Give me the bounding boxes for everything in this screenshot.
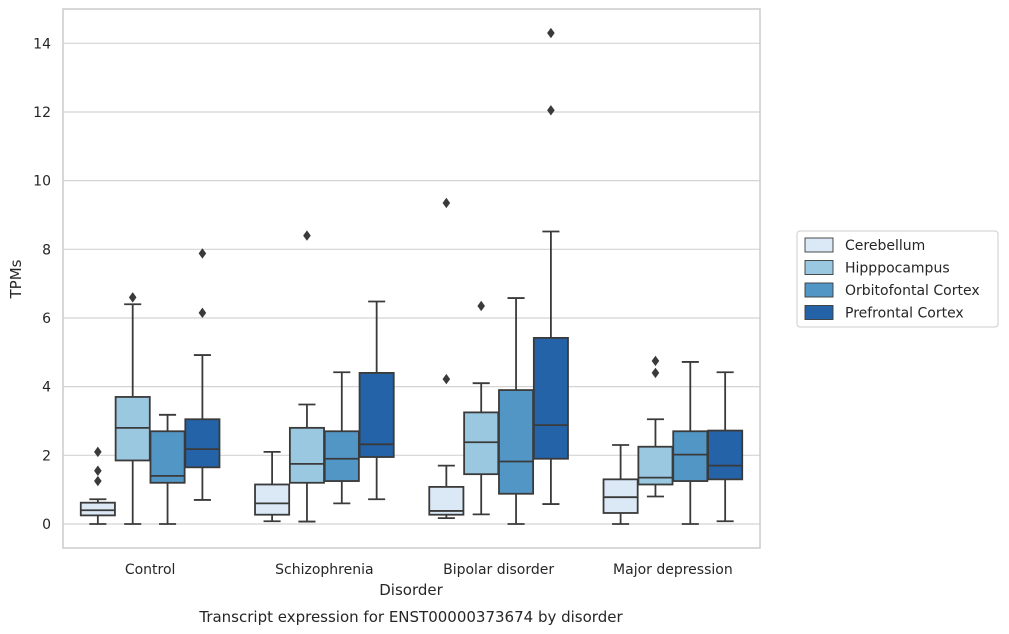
outlier-point bbox=[303, 230, 311, 241]
y-tick-label: 2 bbox=[42, 448, 51, 464]
box-iqr bbox=[149, 430, 186, 484]
legend-frame bbox=[796, 230, 999, 328]
box-orbitofontal-cortex bbox=[323, 371, 360, 505]
box-hipppocampus bbox=[114, 292, 151, 525]
legend-swatch bbox=[804, 260, 834, 275]
x-tick-label: Bipolar disorder bbox=[443, 562, 554, 578]
x-axis-title: Disorder bbox=[379, 581, 443, 599]
legend-swatch bbox=[804, 282, 834, 298]
x-tick-labels: Control Schizophrenia Bipolar disorder Majo… bbox=[125, 562, 733, 578]
box-iqr bbox=[463, 411, 500, 476]
y-tick-label: 14 bbox=[33, 36, 51, 52]
outlier-point bbox=[547, 105, 555, 116]
box-iqr bbox=[532, 336, 569, 460]
box-orbitofontal-cortex bbox=[498, 297, 535, 525]
box-cerebellum bbox=[602, 444, 639, 525]
outlier-point bbox=[94, 446, 102, 458]
box-groups bbox=[79, 27, 744, 525]
box-cerebellum bbox=[254, 450, 291, 523]
x-tick-label: Control bbox=[125, 562, 176, 578]
outlier-point bbox=[442, 373, 451, 385]
legend-label: Orbitofontal Cortex bbox=[845, 283, 980, 299]
box-iqr bbox=[498, 389, 535, 495]
outlier-point bbox=[651, 355, 660, 367]
x-tick-label: Major depression bbox=[613, 562, 733, 578]
y-tick-labels: 0 2 4 6 8 10 12 14 bbox=[33, 36, 51, 533]
box-orbitofontal-cortex bbox=[672, 361, 709, 525]
box-cerebellum bbox=[428, 197, 465, 520]
box-prefrontal-cortex bbox=[358, 300, 395, 501]
box-iqr bbox=[637, 445, 674, 486]
legend-label: Cerebellum bbox=[845, 238, 925, 254]
legend-swatch bbox=[804, 305, 834, 320]
box-iqr bbox=[707, 429, 744, 481]
outlier-point bbox=[198, 248, 207, 259]
box-iqr bbox=[323, 430, 360, 482]
outlier-point bbox=[547, 27, 555, 39]
outlier-point bbox=[442, 197, 451, 209]
box-orbitofontal-cortex bbox=[149, 413, 186, 525]
outlier-point bbox=[198, 307, 207, 319]
y-tick-label: 12 bbox=[33, 105, 51, 121]
y-tick-label: 6 bbox=[42, 311, 51, 327]
box-iqr bbox=[602, 478, 639, 514]
legend-label: Prefrontal Cortex bbox=[845, 306, 964, 322]
outlier-point bbox=[128, 292, 137, 303]
box-hipppocampus bbox=[637, 355, 674, 498]
y-axis-title: TPMs bbox=[7, 259, 25, 299]
box-prefrontal-cortex bbox=[707, 371, 744, 523]
legend: Cerebellum Hipppocampus Orbitofontal Corte… bbox=[796, 230, 999, 328]
box-iqr bbox=[358, 372, 395, 458]
box-iqr bbox=[79, 501, 116, 517]
box-prefrontal-cortex bbox=[532, 27, 569, 505]
chart-caption: Transcript expression for ENST0000037367… bbox=[198, 608, 623, 626]
legend-swatch bbox=[804, 237, 834, 253]
box-hipppocampus bbox=[288, 230, 325, 523]
box-iqr bbox=[254, 483, 291, 516]
box-prefrontal-cortex bbox=[184, 248, 221, 501]
legend-label: Hipppocampus bbox=[845, 261, 950, 277]
box-cerebellum bbox=[79, 446, 116, 525]
outlier-point bbox=[651, 367, 660, 379]
outlier-point bbox=[477, 300, 485, 312]
plot-frame bbox=[62, 8, 761, 549]
outlier-point bbox=[94, 465, 102, 476]
y-tick-label: 10 bbox=[33, 174, 51, 190]
y-tick-label: 8 bbox=[42, 242, 51, 258]
x-tick-label: Schizophrenia bbox=[275, 562, 373, 578]
outlier-point bbox=[94, 475, 102, 487]
box-iqr bbox=[184, 418, 221, 469]
y-tick-label: 0 bbox=[42, 517, 51, 533]
box-iqr bbox=[672, 430, 709, 482]
y-tick-label: 4 bbox=[42, 380, 51, 396]
box-hipppocampus bbox=[463, 300, 500, 516]
box-iqr bbox=[288, 426, 325, 484]
